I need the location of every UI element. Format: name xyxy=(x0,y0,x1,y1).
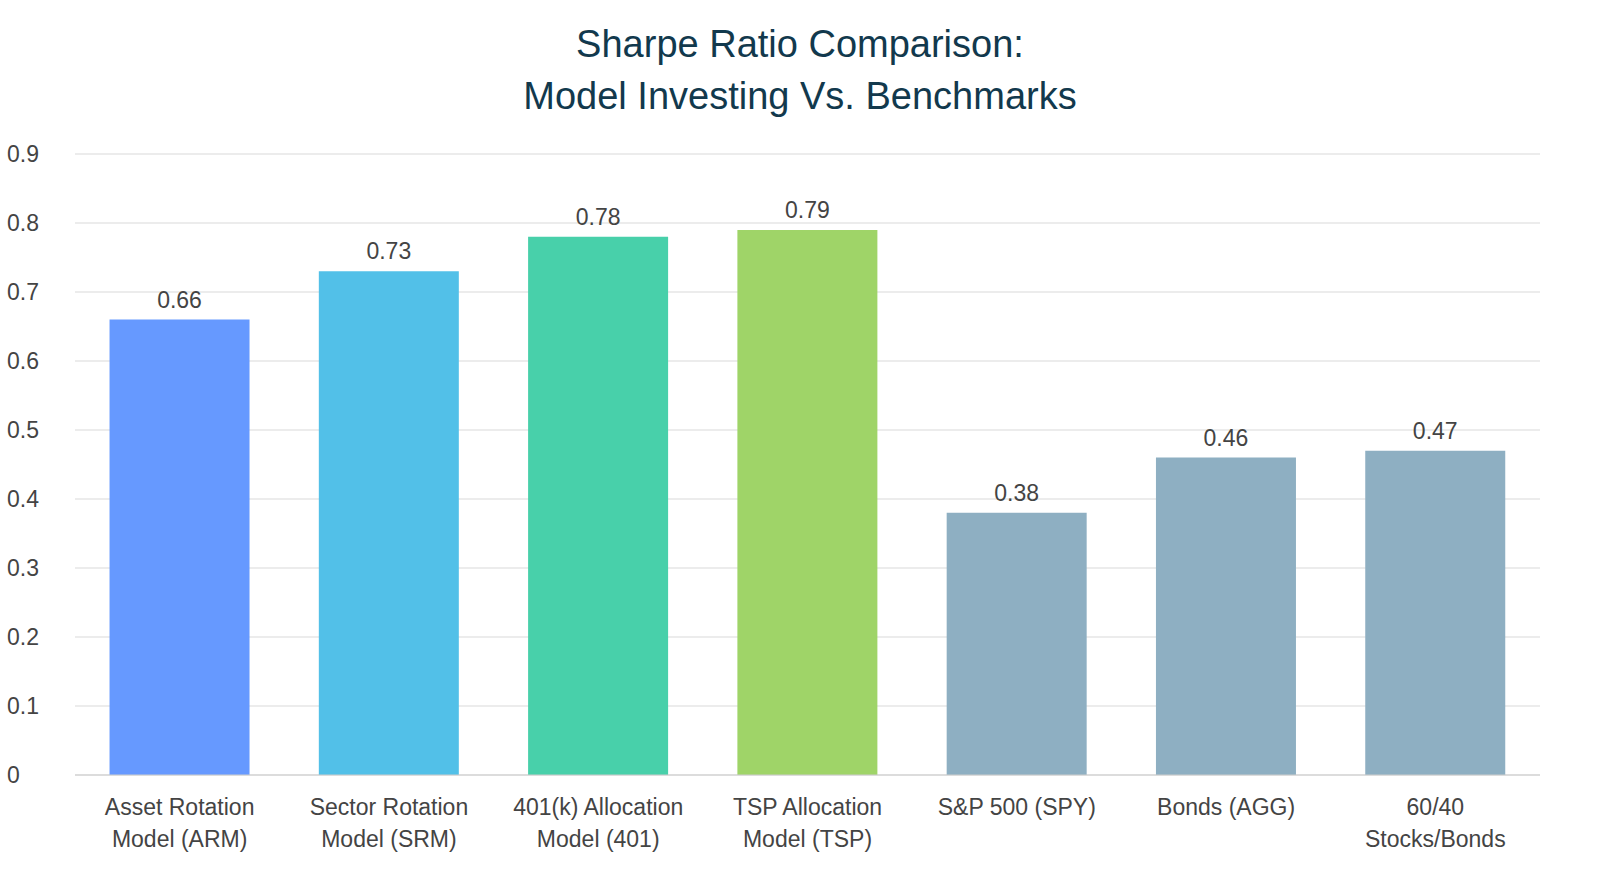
svg-text:0.47: 0.47 xyxy=(1413,418,1458,444)
svg-text:0.78: 0.78 xyxy=(576,204,621,230)
svg-text:0.8: 0.8 xyxy=(8,210,39,236)
svg-text:0.73: 0.73 xyxy=(366,238,411,264)
svg-text:0.38: 0.38 xyxy=(994,480,1039,506)
svg-text:0.1: 0.1 xyxy=(8,693,39,719)
svg-text:TSP AllocationModel (TSP): TSP AllocationModel (TSP) xyxy=(733,794,882,852)
svg-text:0.4: 0.4 xyxy=(8,486,39,512)
svg-text:Bonds (AGG): Bonds (AGG) xyxy=(1157,794,1295,820)
svg-text:0.5: 0.5 xyxy=(8,417,39,443)
svg-text:Asset RotationModel (ARM): Asset RotationModel (ARM) xyxy=(105,794,255,852)
svg-text:Sector RotationModel (SRM): Sector RotationModel (SRM) xyxy=(310,794,469,852)
svg-text:401(k) AllocationModel (401): 401(k) AllocationModel (401) xyxy=(513,794,683,852)
svg-text:0.9: 0.9 xyxy=(8,141,39,167)
html-text:Model Investing Vs. Benchmarks: Model Investing Vs. Benchmarks xyxy=(523,75,1077,117)
svg-text:0: 0 xyxy=(8,762,20,788)
svg-text:S&P 500 (SPY): S&P 500 (SPY) xyxy=(938,794,1096,820)
svg-text:0.66: 0.66 xyxy=(157,287,202,313)
svg-text:0.79: 0.79 xyxy=(785,197,830,223)
svg-text:0.6: 0.6 xyxy=(8,348,39,374)
html-text:Sharpe Ratio Comparison:: Sharpe Ratio Comparison: xyxy=(576,23,1024,65)
svg-text:0.3: 0.3 xyxy=(8,555,39,581)
svg-text:0.2: 0.2 xyxy=(8,624,39,650)
svg-text:60/40Stocks/Bonds: 60/40Stocks/Bonds xyxy=(1365,794,1506,852)
svg-text:0.46: 0.46 xyxy=(1204,425,1249,451)
svg-text:0.7: 0.7 xyxy=(8,279,39,305)
